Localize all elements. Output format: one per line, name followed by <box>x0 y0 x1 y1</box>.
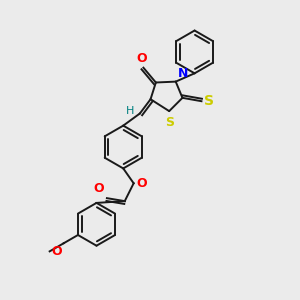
Text: S: S <box>166 116 175 129</box>
Text: H: H <box>126 106 134 116</box>
Text: N: N <box>178 67 188 80</box>
Text: O: O <box>93 182 104 195</box>
Text: O: O <box>136 177 147 190</box>
Text: S: S <box>204 94 214 108</box>
Text: O: O <box>136 52 147 65</box>
Text: O: O <box>52 245 62 258</box>
